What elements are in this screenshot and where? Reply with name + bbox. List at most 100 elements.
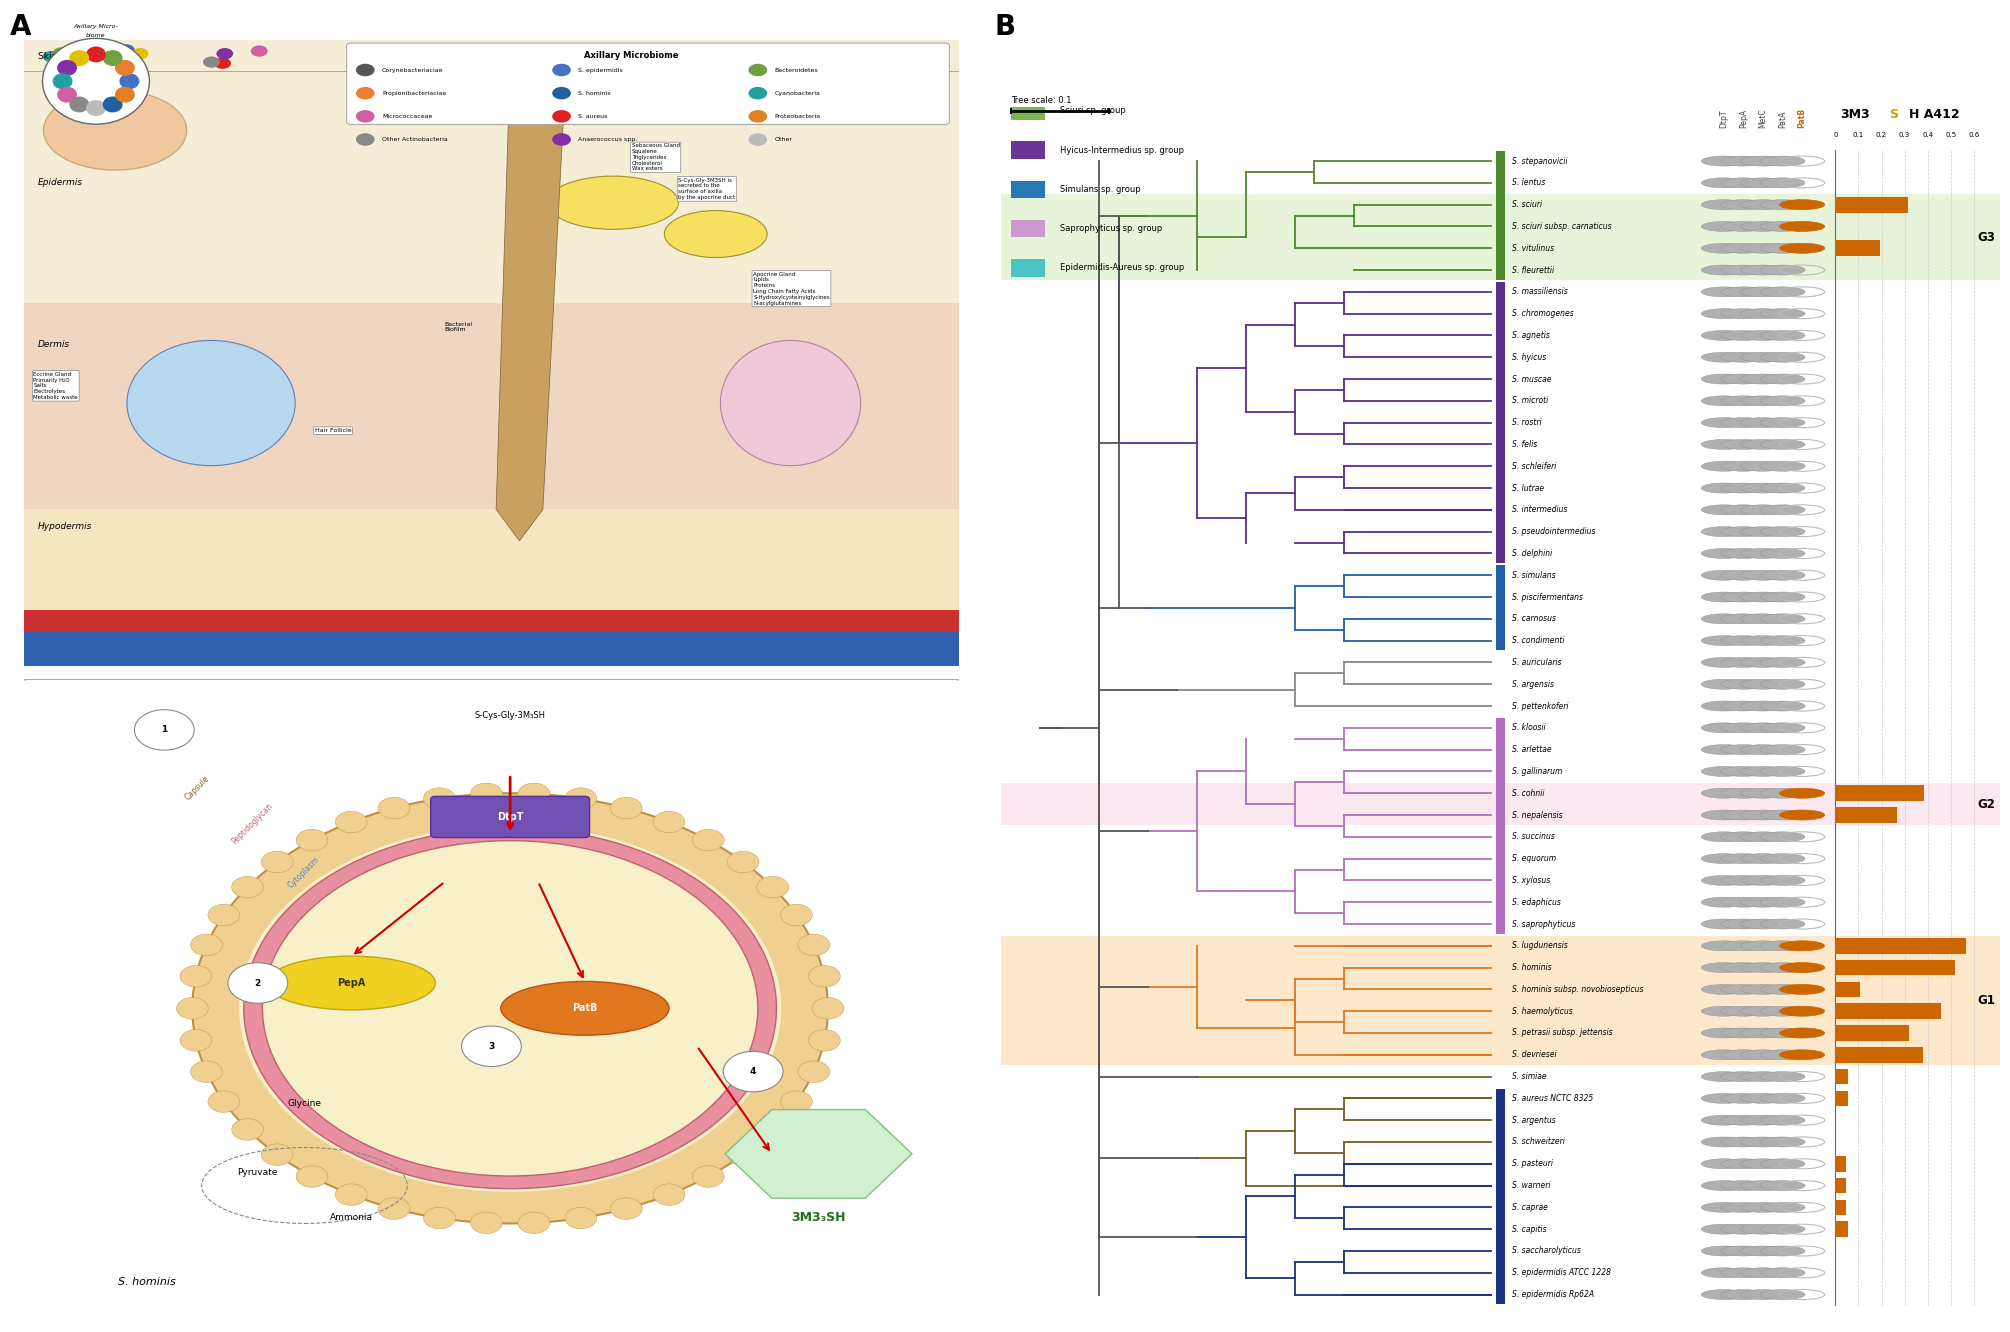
Circle shape: [1700, 1071, 1747, 1082]
Text: S. equorum: S. equorum: [1512, 854, 1556, 863]
Circle shape: [350, 63, 366, 73]
Circle shape: [1700, 1203, 1747, 1212]
Circle shape: [1779, 200, 1825, 209]
Circle shape: [1741, 265, 1785, 276]
Circle shape: [1761, 701, 1805, 711]
Text: Corynebacteriaciae: Corynebacteriaciae: [382, 68, 444, 72]
Circle shape: [1761, 919, 1805, 928]
Circle shape: [203, 56, 219, 68]
Circle shape: [1700, 940, 1747, 951]
Circle shape: [1700, 440, 1747, 449]
Circle shape: [1761, 766, 1805, 777]
Circle shape: [131, 48, 149, 60]
Circle shape: [1721, 1203, 1767, 1212]
Circle shape: [1700, 396, 1747, 406]
Circle shape: [1761, 1138, 1805, 1147]
Text: Capsule: Capsule: [183, 774, 211, 802]
Circle shape: [1761, 178, 1805, 188]
Text: Saprophyticus sp. group: Saprophyticus sp. group: [1059, 224, 1162, 233]
Circle shape: [1721, 614, 1767, 623]
Circle shape: [470, 783, 502, 805]
Circle shape: [1761, 418, 1805, 428]
Circle shape: [1741, 1245, 1785, 1256]
Circle shape: [780, 904, 812, 926]
Text: S. argentus: S. argentus: [1512, 1116, 1556, 1124]
Text: Dermis: Dermis: [38, 341, 70, 349]
Circle shape: [1761, 1094, 1805, 1103]
Circle shape: [1761, 484, 1805, 493]
Text: S. lentus: S. lentus: [1512, 178, 1546, 188]
Text: S. muscae: S. muscae: [1512, 374, 1552, 384]
Text: Peptidoglycan: Peptidoglycan: [229, 801, 275, 846]
Circle shape: [1721, 898, 1767, 907]
Circle shape: [231, 1119, 263, 1140]
Text: 0.5: 0.5: [1946, 132, 1956, 139]
Bar: [1835, 1221, 1847, 1237]
Circle shape: [1761, 875, 1805, 886]
Circle shape: [1721, 701, 1767, 711]
Circle shape: [1700, 156, 1747, 166]
Circle shape: [1721, 810, 1767, 821]
Ellipse shape: [127, 341, 295, 466]
Circle shape: [1779, 789, 1825, 798]
Circle shape: [1721, 963, 1767, 972]
Circle shape: [227, 963, 287, 1003]
Circle shape: [261, 1144, 293, 1166]
Circle shape: [1779, 940, 1825, 951]
Text: DtpT: DtpT: [1719, 109, 1729, 128]
Circle shape: [1700, 1180, 1747, 1191]
Circle shape: [1761, 1180, 1805, 1191]
Circle shape: [1700, 898, 1747, 907]
Circle shape: [1721, 1115, 1767, 1126]
Text: S. capitis: S. capitis: [1512, 1224, 1548, 1233]
Circle shape: [511, 57, 529, 68]
Circle shape: [1779, 221, 1825, 232]
Circle shape: [177, 998, 209, 1019]
Text: Apocrine Gland
Lipids
Proteins
Long Chain Fatty Acids
S-Hydroxylcysteinylglycine: Apocrine Gland Lipids Proteins Long Chai…: [754, 272, 830, 305]
Circle shape: [1761, 1159, 1805, 1168]
Circle shape: [732, 55, 748, 65]
Text: S. devriesei: S. devriesei: [1512, 1051, 1558, 1059]
Text: 0.3: 0.3: [1899, 132, 1909, 139]
Circle shape: [770, 45, 786, 57]
Circle shape: [808, 966, 840, 987]
Circle shape: [80, 48, 96, 59]
Bar: [1495, 282, 1505, 563]
Circle shape: [1700, 1289, 1747, 1300]
Circle shape: [724, 1051, 784, 1092]
Circle shape: [1700, 1159, 1747, 1168]
Circle shape: [217, 48, 233, 60]
Text: S. microti: S. microti: [1512, 397, 1548, 405]
Circle shape: [1741, 854, 1785, 863]
Circle shape: [605, 57, 623, 69]
Text: Glycine: Glycine: [287, 1099, 322, 1108]
Bar: [1835, 1026, 1910, 1040]
Circle shape: [1721, 1289, 1767, 1300]
Circle shape: [1761, 1245, 1805, 1256]
Text: 0.2: 0.2: [1875, 132, 1887, 139]
Text: Other: Other: [774, 137, 792, 143]
Circle shape: [1721, 286, 1767, 297]
Circle shape: [103, 51, 123, 67]
Text: Bacteroidetes: Bacteroidetes: [774, 68, 818, 72]
Circle shape: [1700, 766, 1747, 777]
Circle shape: [687, 48, 704, 59]
Circle shape: [1700, 875, 1747, 886]
Circle shape: [792, 51, 810, 61]
Bar: [24, 610, 959, 635]
Circle shape: [728, 1144, 760, 1166]
Circle shape: [1721, 766, 1767, 777]
Circle shape: [1741, 723, 1785, 733]
Text: S. argensis: S. argensis: [1512, 679, 1554, 689]
Text: Ammonia: Ammonia: [330, 1212, 372, 1221]
Circle shape: [1761, 309, 1805, 318]
Circle shape: [1741, 1224, 1785, 1235]
Text: H A412: H A412: [1910, 108, 1960, 121]
Circle shape: [378, 798, 410, 819]
Text: S. rostri: S. rostri: [1512, 418, 1542, 428]
Circle shape: [1721, 200, 1767, 209]
Circle shape: [1741, 1006, 1785, 1016]
Circle shape: [295, 830, 328, 851]
Circle shape: [1761, 1268, 1805, 1277]
Circle shape: [1741, 1180, 1785, 1191]
